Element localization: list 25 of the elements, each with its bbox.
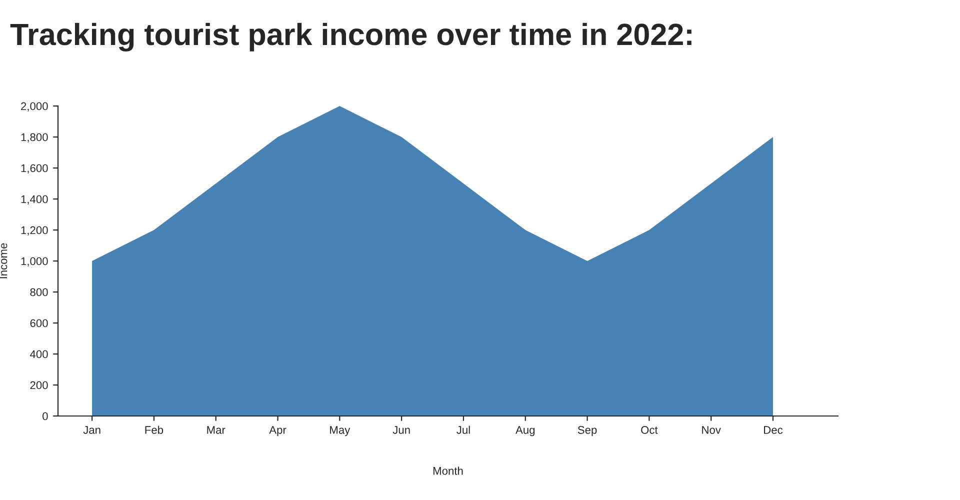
x-tick-label: Mar [207, 426, 226, 434]
x-tick-label: Oct [641, 426, 658, 434]
x-axis-title: Month [433, 466, 463, 475]
x-tick-label: May [330, 426, 350, 436]
y-tick-label: 1,800 [21, 133, 48, 142]
x-tick-label: Aug [516, 426, 535, 436]
y-tick-label: 600 [30, 319, 48, 328]
x-tick-label: Jun [392, 426, 410, 434]
y-tick-label: 1,400 [21, 195, 48, 204]
chart-title: Tracking tourist park income over time in 2022: [10, 22, 692, 52]
x-tick-label: Jul [456, 426, 470, 434]
y-tick-label: 400 [30, 350, 48, 358]
x-tick-label: Apr [269, 426, 286, 436]
y-tick-label: 800 [30, 288, 48, 296]
x-tick-label: Dec [764, 426, 783, 434]
x-tick-label: Nov [702, 426, 721, 434]
x-tick-label: Feb [145, 426, 164, 434]
y-tick-label: 0 [42, 412, 48, 420]
x-tick-label: Jan [83, 426, 100, 434]
y-tick-label: 200 [30, 381, 48, 390]
x-tick-label: Sep [578, 426, 597, 436]
y-tick-label: 1,000 [21, 257, 48, 266]
y-tick-label: 1,200 [21, 226, 48, 236]
y-tick-label: 1,600 [21, 164, 48, 174]
y-tick-label: 2,000 [21, 102, 48, 112]
